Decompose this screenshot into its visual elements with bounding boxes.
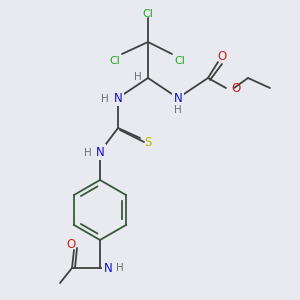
Text: O: O xyxy=(231,82,240,94)
Text: O: O xyxy=(66,238,76,250)
Text: H: H xyxy=(84,148,92,158)
Text: Cl: Cl xyxy=(142,9,153,19)
Text: H: H xyxy=(174,105,182,115)
Text: S: S xyxy=(144,136,152,148)
Text: O: O xyxy=(218,50,226,64)
Text: N: N xyxy=(96,146,104,158)
Text: Cl: Cl xyxy=(174,56,185,66)
Text: Cl: Cl xyxy=(109,56,120,66)
Text: H: H xyxy=(134,72,142,82)
Text: N: N xyxy=(174,92,182,104)
Text: H: H xyxy=(101,94,109,104)
Text: N: N xyxy=(103,262,112,275)
Text: N: N xyxy=(114,92,122,104)
Text: H: H xyxy=(116,263,124,273)
